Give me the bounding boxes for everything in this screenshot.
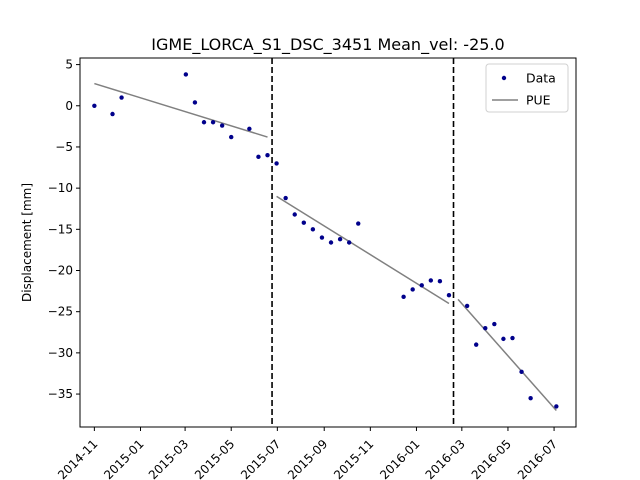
pue-segment-0 <box>94 82 268 138</box>
x-axis: 2014-11 2015-01 2015-03 2015-05 2015-07 2015-… <box>55 427 560 480</box>
data-point <box>292 212 297 217</box>
data-point <box>346 240 352 245</box>
y-tick-label: −10 <box>48 181 73 195</box>
x-tick-label: 2015-11 <box>331 437 376 480</box>
data-point <box>229 134 234 140</box>
data-point <box>301 220 307 225</box>
data-point <box>183 72 189 77</box>
y-tick-label: −15 <box>48 222 73 236</box>
data-point <box>247 126 252 132</box>
data-point <box>428 278 434 283</box>
data-point <box>554 404 559 409</box>
data-point <box>446 293 452 298</box>
data-point <box>519 369 524 375</box>
pue-segment-1 <box>276 195 450 305</box>
legend-label: PUE <box>526 93 551 108</box>
data-point <box>337 237 343 242</box>
data-point <box>201 120 207 125</box>
data-point <box>492 321 497 327</box>
y-tick-label: 5 <box>65 58 73 72</box>
data-point <box>410 287 415 292</box>
x-tick-label: 2016-01 <box>377 437 422 480</box>
x-tick-label: 2015-07 <box>238 437 283 480</box>
y-tick-label: −35 <box>48 387 73 401</box>
data-point <box>510 335 515 341</box>
x-tick-label: 2016-07 <box>515 437 560 480</box>
data-point <box>274 161 279 166</box>
plot-frame <box>79 57 577 428</box>
y-axis: 5 0 −5 −10 −15 −20 −25 −30 −35 <box>48 58 80 401</box>
data-point <box>219 123 225 128</box>
data-point <box>464 303 470 309</box>
pue-segment-2 <box>457 298 557 412</box>
data-point <box>192 100 198 105</box>
data-point <box>437 279 443 284</box>
chart-title: IGME_LORCA_S1_DSC_3451 Mean_vel: -25.0 <box>151 35 504 55</box>
y-tick-label: −25 <box>48 305 73 319</box>
data-point <box>401 294 406 300</box>
data-point <box>419 283 424 288</box>
x-tick-label: 2015-03 <box>146 437 191 480</box>
y-tick-label: −30 <box>48 346 73 360</box>
legend: Data PUE <box>485 63 569 113</box>
data-point <box>92 103 97 108</box>
data-point <box>319 235 325 240</box>
legend-label: Data <box>526 71 556 86</box>
data-point <box>256 154 261 160</box>
plot-layer <box>92 58 559 427</box>
data-point <box>283 195 288 201</box>
data-point <box>310 227 316 232</box>
data-point <box>328 240 334 245</box>
legend-marker-data <box>501 75 507 81</box>
data-point <box>265 152 270 158</box>
data-point <box>483 325 488 331</box>
x-tick-label: 2016-05 <box>469 437 514 480</box>
y-axis-label: Displacement [mm] <box>20 183 34 302</box>
x-tick-label: 2015-05 <box>192 437 237 480</box>
data-point <box>119 95 124 100</box>
x-tick-label: 2015-01 <box>101 437 146 480</box>
data-point <box>501 336 506 342</box>
data-point <box>210 120 216 125</box>
x-tick-label: 2014-11 <box>55 437 100 480</box>
y-tick-label: 0 <box>65 99 73 113</box>
data-point <box>528 395 533 401</box>
data-point <box>110 111 115 117</box>
y-tick-label: −5 <box>55 140 73 154</box>
y-tick-label: −20 <box>48 264 73 278</box>
x-tick-label: 2016-03 <box>423 437 468 480</box>
data-point <box>356 221 361 226</box>
x-tick-label: 2015-09 <box>285 437 330 480</box>
data-point <box>473 342 479 347</box>
